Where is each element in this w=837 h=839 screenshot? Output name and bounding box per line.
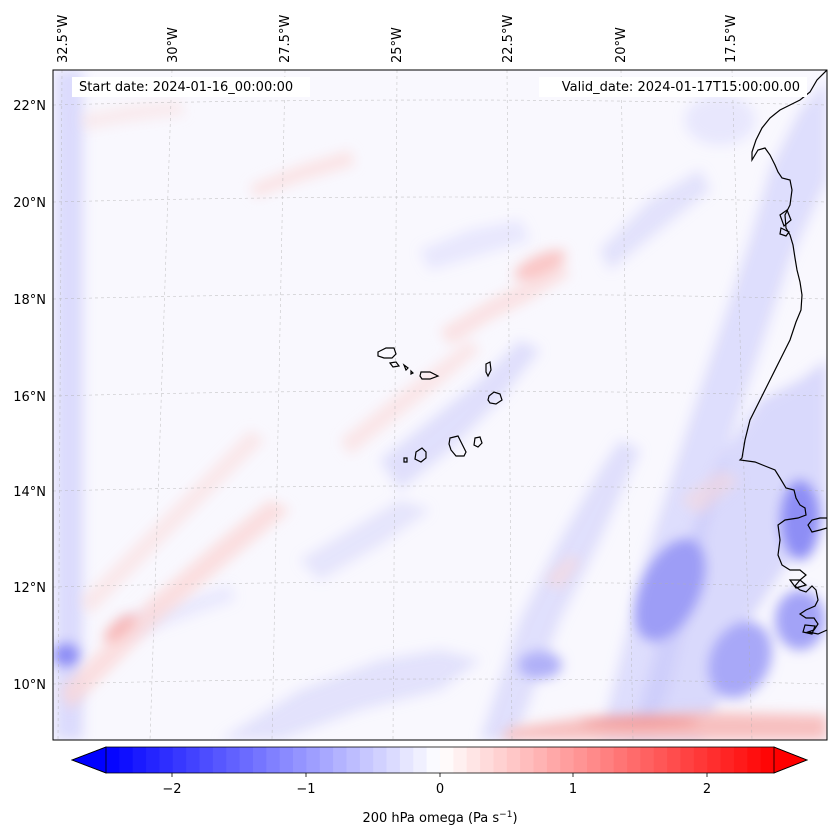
colorbar-outline <box>70 746 809 774</box>
colorbar-label-exponent: −1 <box>499 810 512 820</box>
colorbar-segment <box>640 747 655 773</box>
lat-label: 12°N <box>13 581 46 596</box>
lat-label: 14°N <box>13 485 46 500</box>
colorbar-tick-label: 2 <box>703 782 711 797</box>
omega-field <box>53 70 827 740</box>
colorbar-segment <box>533 747 548 773</box>
colorbar-label: 200 hPa omega (Pa s−1) <box>362 810 517 826</box>
coastlines <box>377 70 827 635</box>
colorbar-tick-label: 1 <box>569 782 577 797</box>
graticule <box>53 70 827 740</box>
colorbar-segments <box>106 747 775 773</box>
colorbar-tick-label: −1 <box>296 782 315 797</box>
colorbar-segment <box>199 747 214 773</box>
colorbar-segment <box>146 747 160 773</box>
colorbar-segment <box>172 747 187 773</box>
colorbar-segment <box>159 747 174 773</box>
colorbar-segment <box>573 747 588 773</box>
lon-label: 17.5°W <box>724 15 739 63</box>
colorbar-segment <box>239 747 254 773</box>
colorbar-segment <box>373 747 388 773</box>
colorbar-ticks: −2 −1 0 1 2 <box>162 773 711 797</box>
colorbar-segment <box>293 747 307 773</box>
colorbar-segment <box>733 747 748 773</box>
colorbar-segment <box>132 747 147 773</box>
colorbar-segment <box>480 747 494 773</box>
colorbar-segment <box>680 747 695 773</box>
colorbar-segment <box>627 747 641 773</box>
lon-label: 22.5°W <box>501 15 516 63</box>
colorbar-segment <box>520 747 535 773</box>
colorbar-segment <box>226 747 241 773</box>
start-date-label: Start date: 2024-01-16_00:00:00 <box>79 80 293 95</box>
colorbar-min-extension <box>70 746 107 774</box>
colorbar-segment <box>747 747 762 773</box>
valid-date-box <box>539 77 807 97</box>
lon-label: 20°W <box>614 27 629 63</box>
colorbar: −2 −1 0 1 2 200 hPa omega (Pa s−1) <box>70 746 809 826</box>
colorbar-segment <box>586 747 601 773</box>
colorbar-segment <box>306 747 321 773</box>
colorbar-segment <box>319 747 334 773</box>
lat-label: 10°N <box>13 678 46 693</box>
lat-label: 16°N <box>13 390 46 405</box>
colorbar-segment <box>466 747 481 773</box>
colorbar-segment <box>653 747 668 773</box>
colorbar-segment <box>453 747 468 773</box>
colorbar-label-close: ) <box>512 811 517 826</box>
colorbar-segment <box>546 747 561 773</box>
colorbar-segment <box>346 747 361 773</box>
colorbar-segment <box>333 747 347 773</box>
colorbar-segment <box>399 747 414 773</box>
start-date-box <box>72 77 310 97</box>
map-frame <box>52 69 828 741</box>
colorbar-label-text: 200 hPa omega (Pa s <box>362 811 499 826</box>
longitude-labels: 32.5°W 30°W 27.5°W 25°W 22.5°W 20°W 17.5… <box>56 15 739 63</box>
colorbar-segment <box>266 747 281 773</box>
colorbar-segment <box>212 747 227 773</box>
colorbar-segment <box>600 747 615 773</box>
lon-label: 25°W <box>390 27 405 63</box>
colorbar-tick-label: −2 <box>162 782 181 797</box>
colorbar-segment <box>760 747 775 773</box>
lat-label: 22°N <box>13 99 46 114</box>
latitude-labels: 22°N 20°N 18°N 16°N 14°N 12°N 10°N <box>13 99 46 693</box>
colorbar-segment <box>720 747 735 773</box>
colorbar-segment <box>413 747 428 773</box>
colorbar-segment <box>493 747 508 773</box>
colorbar-tick-label: 0 <box>436 782 444 797</box>
colorbar-segment <box>279 747 294 773</box>
colorbar-segment <box>707 747 722 773</box>
colorbar-segment <box>119 747 134 773</box>
colorbar-segment <box>106 747 120 773</box>
lon-label: 30°W <box>166 27 181 63</box>
colorbar-segment <box>386 747 401 773</box>
colorbar-segment <box>506 747 521 773</box>
lat-label: 20°N <box>13 196 46 211</box>
valid-date-label: Valid_date: 2024-01-17T15:00:00.00 <box>562 80 800 95</box>
colorbar-max-extension <box>773 746 809 774</box>
colorbar-segment <box>186 747 201 773</box>
lat-label: 18°N <box>13 293 46 308</box>
colorbar-segment <box>693 747 708 773</box>
colorbar-segment <box>252 747 267 773</box>
colorbar-segment <box>613 747 628 773</box>
colorbar-segment <box>440 747 454 773</box>
positive-omega-areas <box>60 100 827 740</box>
colorbar-segment <box>359 747 374 773</box>
colorbar-segment <box>426 747 441 773</box>
lon-label: 32.5°W <box>56 15 71 63</box>
colorbar-segment <box>560 747 575 773</box>
colorbar-segment <box>667 747 681 773</box>
lon-label: 27.5°W <box>278 15 293 63</box>
